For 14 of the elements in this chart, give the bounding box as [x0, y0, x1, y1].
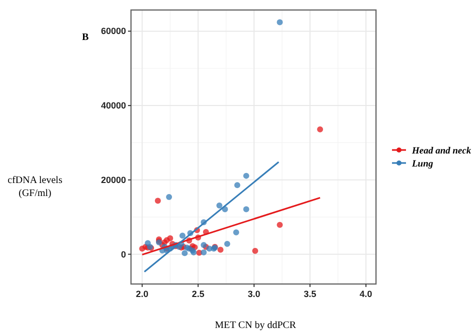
x-axis-title: MET CN by ddPCR [214, 320, 296, 331]
y-tick-label: 60000 [100, 26, 126, 36]
legend-label: Lung [411, 160, 434, 170]
x-tick-label: 3.5 [304, 289, 316, 299]
x-tick-label: 4.0 [360, 289, 372, 299]
y-tick-label: 20000 [100, 174, 126, 185]
y-tick-label: 0 [120, 249, 126, 260]
x-tick-label: 2.5 [192, 289, 204, 299]
y-tick-label: 40000 [100, 100, 126, 111]
x-tick-label: 2.0 [136, 289, 148, 299]
x-tick-label: 3.0 [248, 289, 260, 299]
y-axis-title: cfDNA levels (GF/ml) [8, 175, 62, 199]
legend-label: Head and neck [411, 146, 472, 156]
text: B [82, 32, 89, 43]
